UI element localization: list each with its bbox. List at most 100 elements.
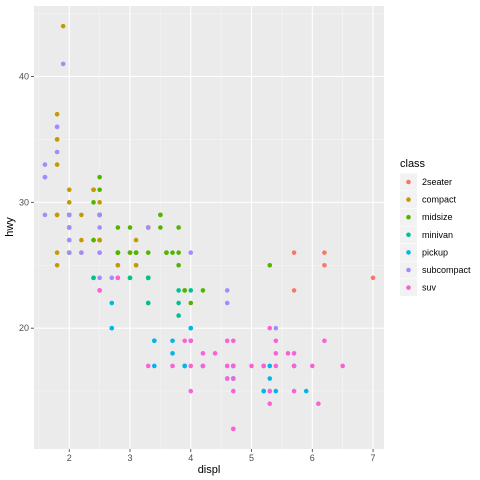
data-point-subcompact (60, 61, 66, 67)
data-point-compact (66, 187, 72, 193)
data-point-compact (54, 111, 60, 117)
plot-panel (34, 6, 384, 449)
data-point-subcompact (42, 174, 48, 180)
legend-label-subcompact: subcompact (422, 265, 471, 275)
data-point-2seater (370, 275, 376, 281)
data-point-compact (133, 262, 139, 268)
data-point-subcompact (273, 325, 279, 331)
data-point-compact (97, 200, 102, 205)
data-point-compact (54, 137, 60, 142)
data-point-pickup (109, 325, 115, 331)
legend-swatch-pickup (406, 250, 411, 255)
data-point-subcompact (97, 250, 102, 255)
data-point-midsize (127, 225, 133, 230)
data-point-compact (66, 200, 72, 205)
data-point-midsize (145, 250, 151, 255)
data-point-suv (188, 388, 194, 394)
data-point-suv (316, 401, 321, 406)
legend-title: class (400, 158, 426, 170)
x-tick-label: 7 (371, 453, 376, 463)
data-point-compact (54, 262, 60, 268)
data-point-pickup (182, 363, 187, 369)
data-point-pickup (152, 338, 157, 344)
data-point-subcompact (66, 212, 72, 218)
data-point-midsize (158, 212, 163, 218)
data-point-suv (182, 338, 187, 344)
legend-swatch-suv (406, 285, 411, 290)
data-point-subcompact (42, 162, 48, 167)
data-point-suv (322, 338, 327, 344)
data-point-suv (200, 351, 206, 356)
y-axis-title: hwy (4, 217, 16, 237)
legend-swatch-compact (406, 197, 411, 202)
legend-swatch-midsize (406, 214, 411, 220)
data-point-compact (54, 212, 60, 218)
data-point-suv (267, 401, 273, 406)
data-point-subcompact (54, 124, 60, 130)
data-point-suv (231, 363, 236, 369)
data-point-compact (54, 162, 60, 167)
legend-label-midsize: midsize (422, 212, 453, 222)
y-tick-label: 30 (19, 197, 29, 207)
data-point-suv (115, 275, 121, 281)
data-point-suv (224, 376, 230, 381)
data-point-minivan (176, 288, 181, 293)
data-point-compact (60, 23, 66, 29)
data-point-midsize (164, 250, 169, 255)
data-point-midsize (115, 250, 121, 255)
data-point-suv (261, 363, 266, 369)
data-point-compact (79, 237, 84, 243)
data-point-2seater (291, 250, 297, 255)
y-tick-label: 20 (19, 323, 29, 333)
data-point-suv (231, 376, 236, 381)
legend-label-suv: suv (422, 283, 437, 293)
data-point-subcompact (97, 275, 102, 281)
data-point-suv (291, 388, 297, 394)
data-point-2seater (322, 250, 327, 255)
data-point-suv (145, 363, 151, 369)
data-point-pickup (261, 388, 266, 394)
data-point-pickup (152, 363, 157, 369)
data-point-suv (231, 426, 236, 432)
data-point-midsize (176, 225, 181, 230)
data-point-minivan (145, 275, 151, 281)
data-point-minivan (127, 275, 133, 281)
data-point-pickup (188, 325, 194, 331)
data-point-suv (291, 351, 297, 356)
data-point-midsize (133, 250, 139, 255)
x-tick-label: 4 (188, 453, 193, 463)
data-point-pickup (170, 338, 175, 344)
data-point-suv (273, 338, 279, 344)
data-point-suv (291, 363, 297, 369)
y-tick-label: 40 (19, 71, 29, 81)
data-point-suv (224, 363, 230, 369)
legend-label-pickup: pickup (422, 247, 448, 257)
major-gridlines (34, 6, 384, 449)
data-point-subcompact (66, 225, 72, 230)
legend-label-2seater: 2seater (422, 177, 452, 187)
legend-swatch-minivan (406, 232, 411, 238)
data-point-midsize (97, 187, 102, 193)
data-point-subcompact (109, 275, 115, 281)
data-point-subcompact (97, 225, 102, 230)
data-point-2seater (291, 288, 297, 293)
data-point-suv (188, 338, 194, 344)
data-point-compact (79, 212, 84, 218)
data-point-suv (267, 325, 273, 331)
data-point-midsize (91, 237, 96, 243)
data-point-pickup (273, 388, 279, 394)
legend-label-minivan: minivan (422, 230, 453, 240)
data-point-pickup (267, 363, 273, 369)
x-axis-ticks: 2 3 4 5 6 7 (67, 449, 376, 463)
data-point-midsize (97, 174, 102, 180)
x-tick-label: 6 (310, 453, 315, 463)
legend-swatch-2seater (406, 179, 411, 185)
data-point-suv (224, 338, 230, 344)
data-point-subcompact (97, 212, 102, 218)
data-point-suv (188, 363, 194, 369)
data-point-compact (115, 262, 121, 268)
data-point-subcompact (224, 300, 230, 306)
data-point-subcompact (42, 212, 48, 218)
data-point-suv (273, 351, 279, 356)
